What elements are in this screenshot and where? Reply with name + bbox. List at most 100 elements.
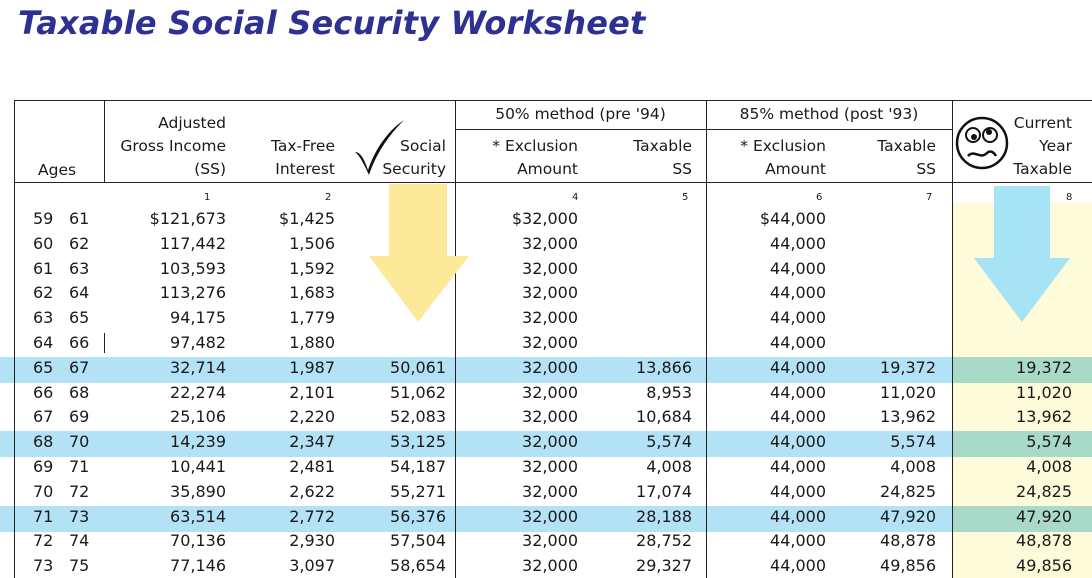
method-50-header: 50% method (pre '94) [495,105,666,123]
exclusion-85-cell: 44,000 [770,407,826,427]
agi-cell: 97,482 [170,333,226,352]
age-start-cell: 65 [33,357,54,377]
column-number: 4 [572,192,579,203]
agi-cell: 103,593 [159,258,226,278]
column-number: 2 [325,192,332,203]
yellow-down-arrow-icon [369,184,469,324]
age-start-cell: 63 [33,308,54,328]
age-start-cell: 70 [33,481,54,501]
age-start-cell: 67 [33,407,54,427]
agi-cell: 32,714 [170,357,226,377]
taxable-50-cell: 10,684 [636,407,692,427]
ages-header: Ages [38,161,77,179]
highlight-overlap [952,505,1092,532]
age-end-cell: 65 [69,308,90,328]
exclusion-85-cell: 44,000 [770,432,826,452]
exclusion-50-cell: 32,000 [522,233,578,253]
taxable-50-cell: 28,188 [636,506,692,526]
agi-header: Adjusted Gross Income (SS) [120,114,226,178]
social-security-cell: 50,061 [390,357,446,377]
exclusion-50-header: * Exclusion Amount [492,137,578,178]
agi-cell: 63,514 [170,506,226,526]
exclusion-50-cell: 32,000 [522,506,578,526]
column-number: 1 [204,192,211,203]
age-start-cell: 64 [33,333,54,352]
exclusion-50-cell: 32,000 [522,283,578,303]
worksheet-table: Ages Adjusted Gross Income (SS) Tax-Free In… [0,100,1092,578]
age-end-cell: 64 [69,283,90,303]
exclusion-85-cell: 44,000 [770,382,826,402]
taxfree-cell: 2,481 [289,457,335,476]
age-end-cell: 66 [69,333,90,352]
age-start-cell: 71 [33,506,54,526]
agi-cell: 10,441 [170,457,226,476]
age-start-cell: 62 [33,283,54,303]
page-title: Taxable Social Security Worksheet [18,4,646,42]
taxfree-cell: 2,101 [289,382,335,402]
age-end-cell: 69 [69,407,90,427]
agi-cell: 77,146 [170,556,226,576]
agi-cell: 117,442 [159,233,226,253]
taxable-50-cell: 13,866 [636,357,692,377]
taxfree-cell: 1,987 [289,357,335,377]
current-year-cell: 4,008 [1026,457,1072,476]
exclusion-85-cell: 44,000 [770,283,826,303]
exclusion-85-header: * Exclusion Amount [740,137,826,178]
column-number: 7 [926,192,933,203]
current-year-cell: 11,020 [1016,382,1072,402]
social-security-cell: 58,654 [390,556,446,576]
current-year-cell: 24,825 [1016,481,1072,501]
current-year-cell: 19,372 [1016,357,1072,377]
exclusion-85-cell: 44,000 [770,457,826,476]
age-start-cell: 61 [33,258,54,278]
taxfree-cell: 1,683 [289,283,335,303]
agi-cell: 35,890 [170,481,226,501]
social-security-cell: 54,187 [390,457,446,476]
current-year-cell: 47,920 [1016,506,1072,526]
taxable-85-cell: 24,825 [880,481,936,501]
checkmark-icon [352,118,406,180]
age-end-cell: 68 [69,382,90,402]
method-85-header: 85% method (post '93) [739,105,919,123]
column-number: 5 [682,192,689,203]
column-number: 6 [816,192,823,203]
taxable-50-cell: 4,008 [646,457,692,476]
agi-cell: 25,106 [170,407,226,427]
taxfree-cell: 3,097 [289,556,335,576]
taxable-85-header: Taxable SS [877,137,936,178]
agi-cell: 22,274 [170,382,226,402]
exclusion-50-cell: 32,000 [522,432,578,452]
taxable-50-cell: 29,327 [636,556,692,576]
exclusion-85-cell: 44,000 [770,506,826,526]
age-end-cell: 63 [69,258,90,278]
taxable-85-cell: 5,574 [890,432,936,452]
exclusion-50-cell: $32,000 [511,209,578,228]
exclusion-50-cell: 32,000 [522,357,578,377]
exclusion-85-cell: $44,000 [759,209,826,228]
taxfree-cell: $1,425 [279,209,335,228]
exclusion-50-cell: 32,000 [522,531,578,551]
agi-cell: 113,276 [159,283,226,303]
taxable-85-cell: 13,962 [880,407,936,427]
taxfree-cell: 1,880 [289,333,335,352]
taxable-50-cell: 28,752 [636,531,692,551]
exclusion-85-cell: 44,000 [770,531,826,551]
taxfree-cell: 1,506 [289,233,335,253]
taxable-50-cell: 5,574 [646,432,692,452]
exclusion-50-cell: 32,000 [522,333,578,352]
highlight-row-band [0,505,1092,532]
taxfree-header: Tax-Free Interest [270,137,335,178]
highlight-overlap [952,356,1092,383]
taxable-50-cell: 17,074 [636,481,692,501]
age-start-cell: 73 [33,556,54,576]
age-end-cell: 73 [69,506,90,526]
age-end-cell: 61 [69,209,90,228]
current-year-cell: 5,574 [1026,432,1072,452]
exclusion-85-cell: 44,000 [770,258,826,278]
taxable-50-cell: 8,953 [646,382,692,402]
taxable-85-cell: 47,920 [880,506,936,526]
social-security-cell: 56,376 [390,506,446,526]
exclusion-85-cell: 44,000 [770,357,826,377]
taxable-50-header: Taxable SS [633,137,692,178]
taxfree-cell: 2,772 [289,506,335,526]
